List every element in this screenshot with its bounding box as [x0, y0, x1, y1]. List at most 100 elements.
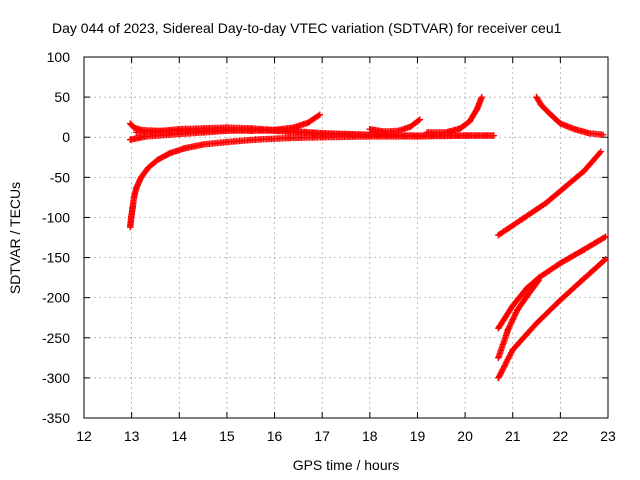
series-arc-11	[495, 255, 609, 382]
series-arc-6	[423, 93, 485, 136]
y-tick-label: -50	[50, 169, 70, 185]
data-point	[145, 164, 152, 171]
data-point	[366, 126, 374, 133]
data-point	[380, 128, 388, 135]
y-tick-label: -200	[42, 290, 70, 306]
data-point	[478, 93, 485, 101]
data-point	[304, 119, 312, 126]
x-tick-label: 18	[362, 428, 378, 444]
data-point	[152, 128, 159, 135]
data-point	[223, 124, 231, 131]
data-point	[318, 130, 326, 137]
data-point	[495, 374, 502, 382]
data-point	[600, 131, 607, 139]
data-point	[580, 275, 588, 282]
data-point	[538, 101, 545, 109]
data-point	[571, 126, 578, 133]
data-point	[130, 124, 138, 131]
data-point	[176, 126, 183, 133]
data-point	[519, 215, 526, 223]
data-point	[523, 284, 531, 292]
x-tick-label: 20	[457, 428, 473, 444]
data-point	[533, 320, 540, 327]
data-point	[127, 223, 134, 231]
x-tick-label: 13	[124, 428, 140, 444]
data-point	[495, 231, 502, 239]
plot-area	[83, 56, 609, 419]
data-point	[127, 120, 134, 127]
series-arc-4	[133, 124, 397, 139]
data-point	[166, 150, 173, 157]
series-arc-10	[495, 276, 543, 362]
data-point	[514, 306, 521, 313]
data-point	[557, 259, 564, 267]
data-point	[504, 326, 512, 333]
data-point	[542, 199, 550, 207]
series-arc-5-markers	[366, 117, 422, 135]
data-point	[316, 111, 323, 118]
data-point	[252, 136, 259, 143]
x-tick-label: 14	[171, 428, 187, 444]
y-tick-label: 100	[47, 49, 71, 65]
data-point	[133, 184, 140, 191]
data-point	[271, 126, 278, 134]
data-point	[133, 129, 140, 136]
series-arc-7	[533, 93, 607, 139]
y-tick-label: -250	[42, 330, 70, 346]
data-layer	[127, 93, 609, 382]
data-point	[535, 276, 543, 284]
x-tick-label: 17	[314, 428, 330, 444]
y-tick-label: -150	[42, 250, 70, 266]
series-arc-6-markers	[423, 95, 485, 136]
grid-layer	[84, 57, 608, 418]
data-point	[509, 346, 516, 354]
series-arc-7-markers	[533, 93, 605, 138]
series-arc-8	[495, 148, 605, 239]
y-axis-label: SDTVAR / TECUs	[7, 182, 23, 294]
series-arc-1	[127, 132, 497, 231]
data-point	[461, 132, 469, 139]
x-axis-label: GPS time / hours	[293, 457, 400, 473]
data-point	[557, 296, 564, 304]
y-tick-label: -300	[42, 370, 70, 386]
data-point	[247, 125, 254, 132]
data-point	[423, 129, 431, 136]
data-point	[602, 233, 609, 240]
data-point	[585, 130, 593, 137]
data-point	[597, 148, 605, 155]
data-point	[473, 105, 481, 113]
x-tick-label: 19	[410, 428, 426, 444]
x-tick-label: 22	[553, 428, 569, 444]
series-arc-5	[366, 116, 424, 135]
data-point	[466, 117, 474, 125]
data-point	[414, 132, 421, 139]
data-point	[407, 123, 414, 130]
data-point	[295, 128, 302, 135]
data-point	[523, 292, 531, 300]
data-point	[416, 116, 424, 123]
chart-title: Day 044 of 2023, Sidereal Day-to-day VTE…	[52, 20, 562, 36]
data-point	[457, 125, 464, 132]
data-point	[495, 354, 502, 362]
series-arc-1-markers	[127, 132, 496, 231]
data-point	[580, 167, 588, 175]
x-tick-label: 15	[219, 428, 235, 444]
y-tick-label: 0	[62, 129, 70, 145]
data-point	[366, 131, 374, 139]
data-point	[199, 125, 207, 132]
data-point	[285, 134, 293, 142]
data-point	[129, 204, 136, 212]
data-point	[342, 130, 350, 138]
data-point	[154, 156, 162, 163]
data-point	[130, 194, 138, 201]
data-point	[442, 129, 450, 136]
data-point	[495, 324, 502, 332]
data-point	[509, 302, 516, 309]
data-point	[199, 141, 207, 148]
data-point	[223, 138, 231, 146]
data-point	[580, 246, 588, 253]
y-tick-label: -100	[42, 209, 70, 225]
series-arc-8-markers	[495, 149, 603, 239]
y-tick-label: 50	[54, 89, 70, 105]
